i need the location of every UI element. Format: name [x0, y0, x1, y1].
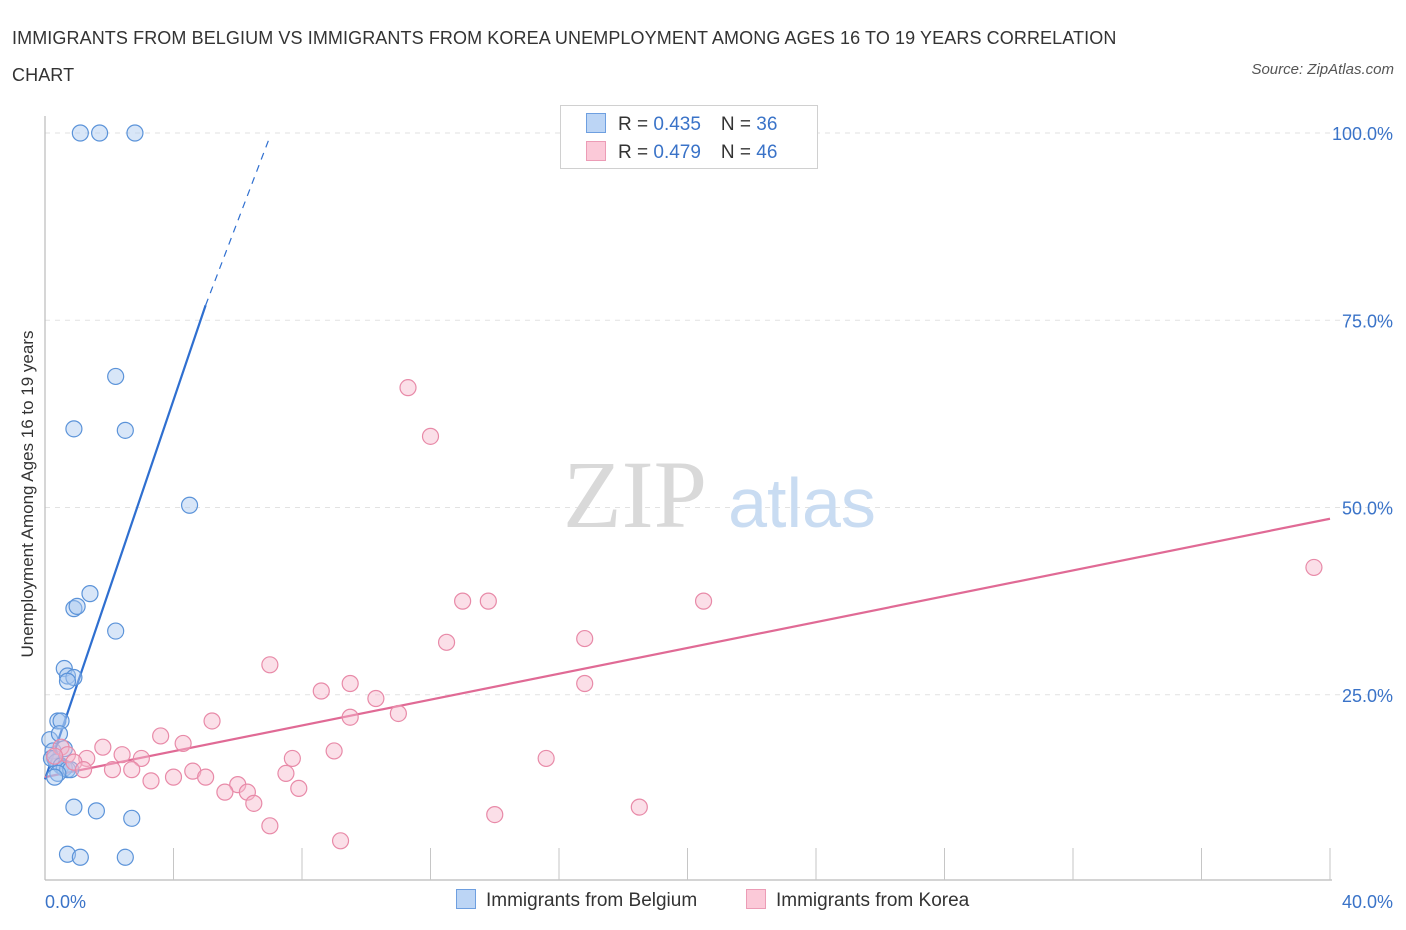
belgium-point — [180, 496, 199, 514]
belgium-point — [81, 585, 99, 603]
korea-point — [245, 794, 263, 812]
belgium-point — [116, 421, 134, 439]
korea-point — [174, 734, 192, 753]
korea-swatch — [746, 889, 766, 909]
x-tick-label-min: 0.0% — [45, 892, 86, 912]
belgium-point — [58, 667, 77, 685]
gridlines — [45, 132, 1392, 696]
korea-point — [630, 798, 648, 816]
korea-point — [216, 783, 234, 801]
y-tick-label: 75.0% — [1342, 311, 1393, 331]
r-value-korea: 0.479 — [653, 142, 701, 163]
belgium-point — [58, 845, 77, 863]
belgium-point — [107, 622, 125, 640]
belgium-point — [46, 768, 64, 786]
korea-point — [437, 633, 456, 651]
belgium-point — [52, 712, 70, 730]
r-label: R = — [618, 114, 654, 135]
belgium-point — [126, 124, 144, 142]
source-label: Source: ZipAtlas.com — [1251, 61, 1394, 78]
korea-point — [341, 674, 359, 693]
belgium-legend-label: Immigrants from Belgium — [486, 890, 698, 911]
korea-point — [142, 772, 160, 790]
korea-point — [399, 379, 417, 397]
korea-point — [325, 742, 343, 760]
belgium-point — [91, 124, 109, 142]
korea-point — [113, 746, 131, 764]
belgium-point — [68, 597, 86, 615]
korea-point — [94, 738, 112, 756]
belgium-point — [71, 124, 89, 142]
trend-lines — [43, 136, 1331, 780]
korea-point — [367, 689, 385, 708]
korea-point — [197, 768, 215, 786]
korea-point — [537, 749, 555, 768]
korea-point — [290, 779, 308, 797]
korea-point — [454, 592, 472, 610]
belgium-point — [71, 848, 89, 866]
korea-point — [331, 832, 350, 850]
n-label: N = — [720, 142, 757, 163]
belgium-point — [58, 672, 77, 690]
korea-point — [341, 708, 359, 726]
legend-row-korea: R = 0.479 N = 46 — [586, 141, 777, 165]
y-tick-label: 100.0% — [1332, 124, 1393, 144]
korea-point — [389, 704, 407, 723]
belgium-point — [123, 809, 141, 827]
korea-point — [283, 749, 301, 768]
korea-point — [277, 764, 295, 782]
korea-swatch — [586, 141, 606, 161]
watermark-atlas: atlas — [728, 464, 876, 542]
correlation-legend: R = 0.435 N = 36 R = 0.479 N = 46 — [560, 105, 818, 169]
data-points — [41, 124, 1323, 866]
y-tick-label: 50.0% — [1342, 499, 1393, 519]
korea-point — [164, 768, 183, 786]
trend-line-extension — [205, 136, 271, 306]
belgium-point — [65, 798, 83, 816]
korea-point — [576, 629, 594, 648]
korea-point — [312, 682, 330, 700]
watermark-zip: ZIP — [563, 441, 707, 548]
bottom-legend-korea: Immigrants from Korea — [746, 889, 969, 912]
korea-point — [261, 656, 279, 674]
korea-point — [123, 761, 141, 779]
legend-row-belgium: R = 0.435 N = 36 — [586, 113, 777, 137]
r-label: R = — [618, 142, 654, 163]
korea-point — [576, 674, 594, 693]
belgium-swatch — [586, 113, 606, 133]
r-value-belgium: 0.435 — [653, 114, 701, 135]
korea-point — [479, 592, 497, 610]
korea-point — [78, 749, 96, 768]
n-value-belgium: 36 — [756, 114, 778, 135]
belgium-swatch — [456, 889, 476, 909]
korea-point — [103, 761, 122, 779]
belgium-point — [87, 802, 106, 820]
korea-legend-label: Immigrants from Korea — [776, 890, 970, 911]
n-label: N = — [720, 114, 757, 135]
belgium-point — [65, 420, 83, 438]
belgium-point — [107, 367, 125, 386]
watermark: ZIP atlas — [563, 441, 876, 548]
trend-line — [43, 304, 207, 780]
korea-point — [132, 749, 150, 768]
korea-point — [152, 727, 170, 745]
korea-point — [694, 592, 713, 610]
trend-line — [44, 517, 1331, 779]
korea-point — [261, 817, 279, 835]
korea-point — [46, 747, 64, 765]
belgium-point — [116, 848, 134, 866]
tick-labels: 25.0% 50.0% 75.0% 100.0% 0.0% 40.0% — [45, 124, 1393, 912]
x-tick-label-max: 40.0% — [1342, 892, 1393, 912]
korea-point — [203, 712, 221, 730]
korea-point — [1305, 558, 1323, 577]
korea-point — [74, 761, 93, 779]
n-value-korea: 46 — [756, 142, 778, 163]
y-axis-label: Unemployment Among Ages 16 to 19 years — [18, 331, 37, 658]
chart-title: IMMIGRANTS FROM BELGIUM VS IMMIGRANTS FR… — [12, 28, 1117, 85]
y-tick-label: 25.0% — [1342, 686, 1393, 706]
bottom-legend-belgium: Immigrants from Belgium — [456, 889, 697, 912]
korea-point — [486, 805, 504, 824]
korea-point — [421, 427, 440, 445]
